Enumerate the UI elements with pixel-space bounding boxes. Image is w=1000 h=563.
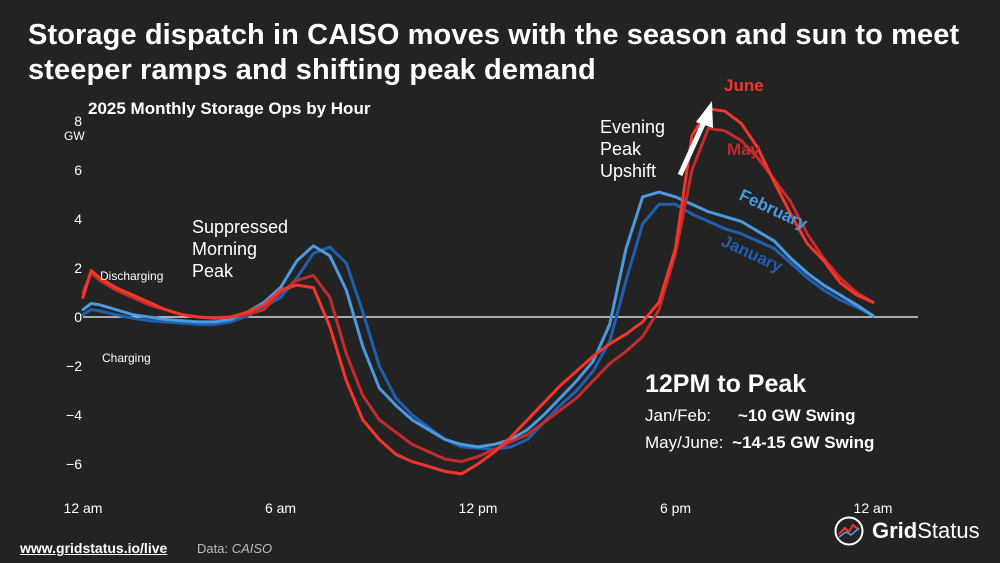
annotation-line: Evening <box>600 117 666 137</box>
annotation-line: Suppressed <box>192 217 289 237</box>
logo-status-word: Status <box>917 518 980 543</box>
upshift-arrowhead <box>696 101 713 128</box>
x-tick-label: 6 am <box>265 500 296 516</box>
y-tick-label: 0 <box>74 309 82 325</box>
chart-title: Storage dispatch in CAISO moves with the… <box>28 19 960 86</box>
annotation-line: Morning <box>192 239 258 259</box>
gridstatus-logo-icon <box>834 516 864 546</box>
data-source-name: CAISO <box>231 541 273 556</box>
swing-row-value: ~14-15 GW Swing <box>732 433 875 452</box>
y-tick-label: 2 <box>74 260 82 276</box>
swing-row-label: Jan/Feb: <box>645 406 712 425</box>
data-source: Data: CAISO <box>197 541 272 556</box>
suppressed-morning-annotation: Suppressed Morning Peak <box>192 216 288 282</box>
upshift-arrow <box>677 120 707 177</box>
y-tick-label: 8 <box>74 113 82 129</box>
y-tick-label: −6 <box>66 456 82 472</box>
y-tick-label: −2 <box>66 358 82 374</box>
x-tick-label: 6 pm <box>660 500 691 516</box>
x-tick-label: 12 am <box>854 500 893 516</box>
swing-row-label: May/June: <box>645 433 724 452</box>
series-label-june: June <box>724 76 764 95</box>
y-tick-label: 4 <box>74 211 82 227</box>
series-line-june <box>81 107 875 476</box>
series-label-may: May <box>727 140 761 159</box>
gridstatus-live-link[interactable]: www.gridstatus.io/live <box>20 540 168 556</box>
x-tick-label: 12 am <box>64 500 103 516</box>
x-tick-label: 12 pm <box>459 500 498 516</box>
annotation-line: Peak <box>192 261 234 281</box>
evening-peak-annotation: Evening Peak Upshift <box>600 116 665 182</box>
gridstatus-logo: GridStatus <box>834 516 980 546</box>
swing-title: 12PM to Peak <box>645 370 807 398</box>
y-axis-unit: GW <box>64 129 85 143</box>
gridstatus-logo-text: GridStatus <box>872 518 980 544</box>
chart-subtitle: 2025 Monthly Storage Ops by Hour <box>88 99 371 118</box>
swing-row-janfeb: Jan/Feb: ~10 GW Swing <box>645 406 856 426</box>
logo-grid-word: Grid <box>872 518 918 543</box>
swing-row-mayjune: May/June: ~14-15 GW Swing <box>645 433 874 453</box>
charging-label: Charging <box>102 351 151 365</box>
y-tick-label: −4 <box>66 407 82 423</box>
annotation-line: Upshift <box>600 161 657 181</box>
swing-row-value: ~10 GW Swing <box>737 406 856 425</box>
y-tick-label: 6 <box>74 162 82 178</box>
series-line-january <box>81 202 875 451</box>
data-source-label: Data: <box>197 541 229 556</box>
series-line-february <box>81 190 875 449</box>
annotation-line: Peak <box>600 139 642 159</box>
discharging-label: Discharging <box>100 269 164 283</box>
